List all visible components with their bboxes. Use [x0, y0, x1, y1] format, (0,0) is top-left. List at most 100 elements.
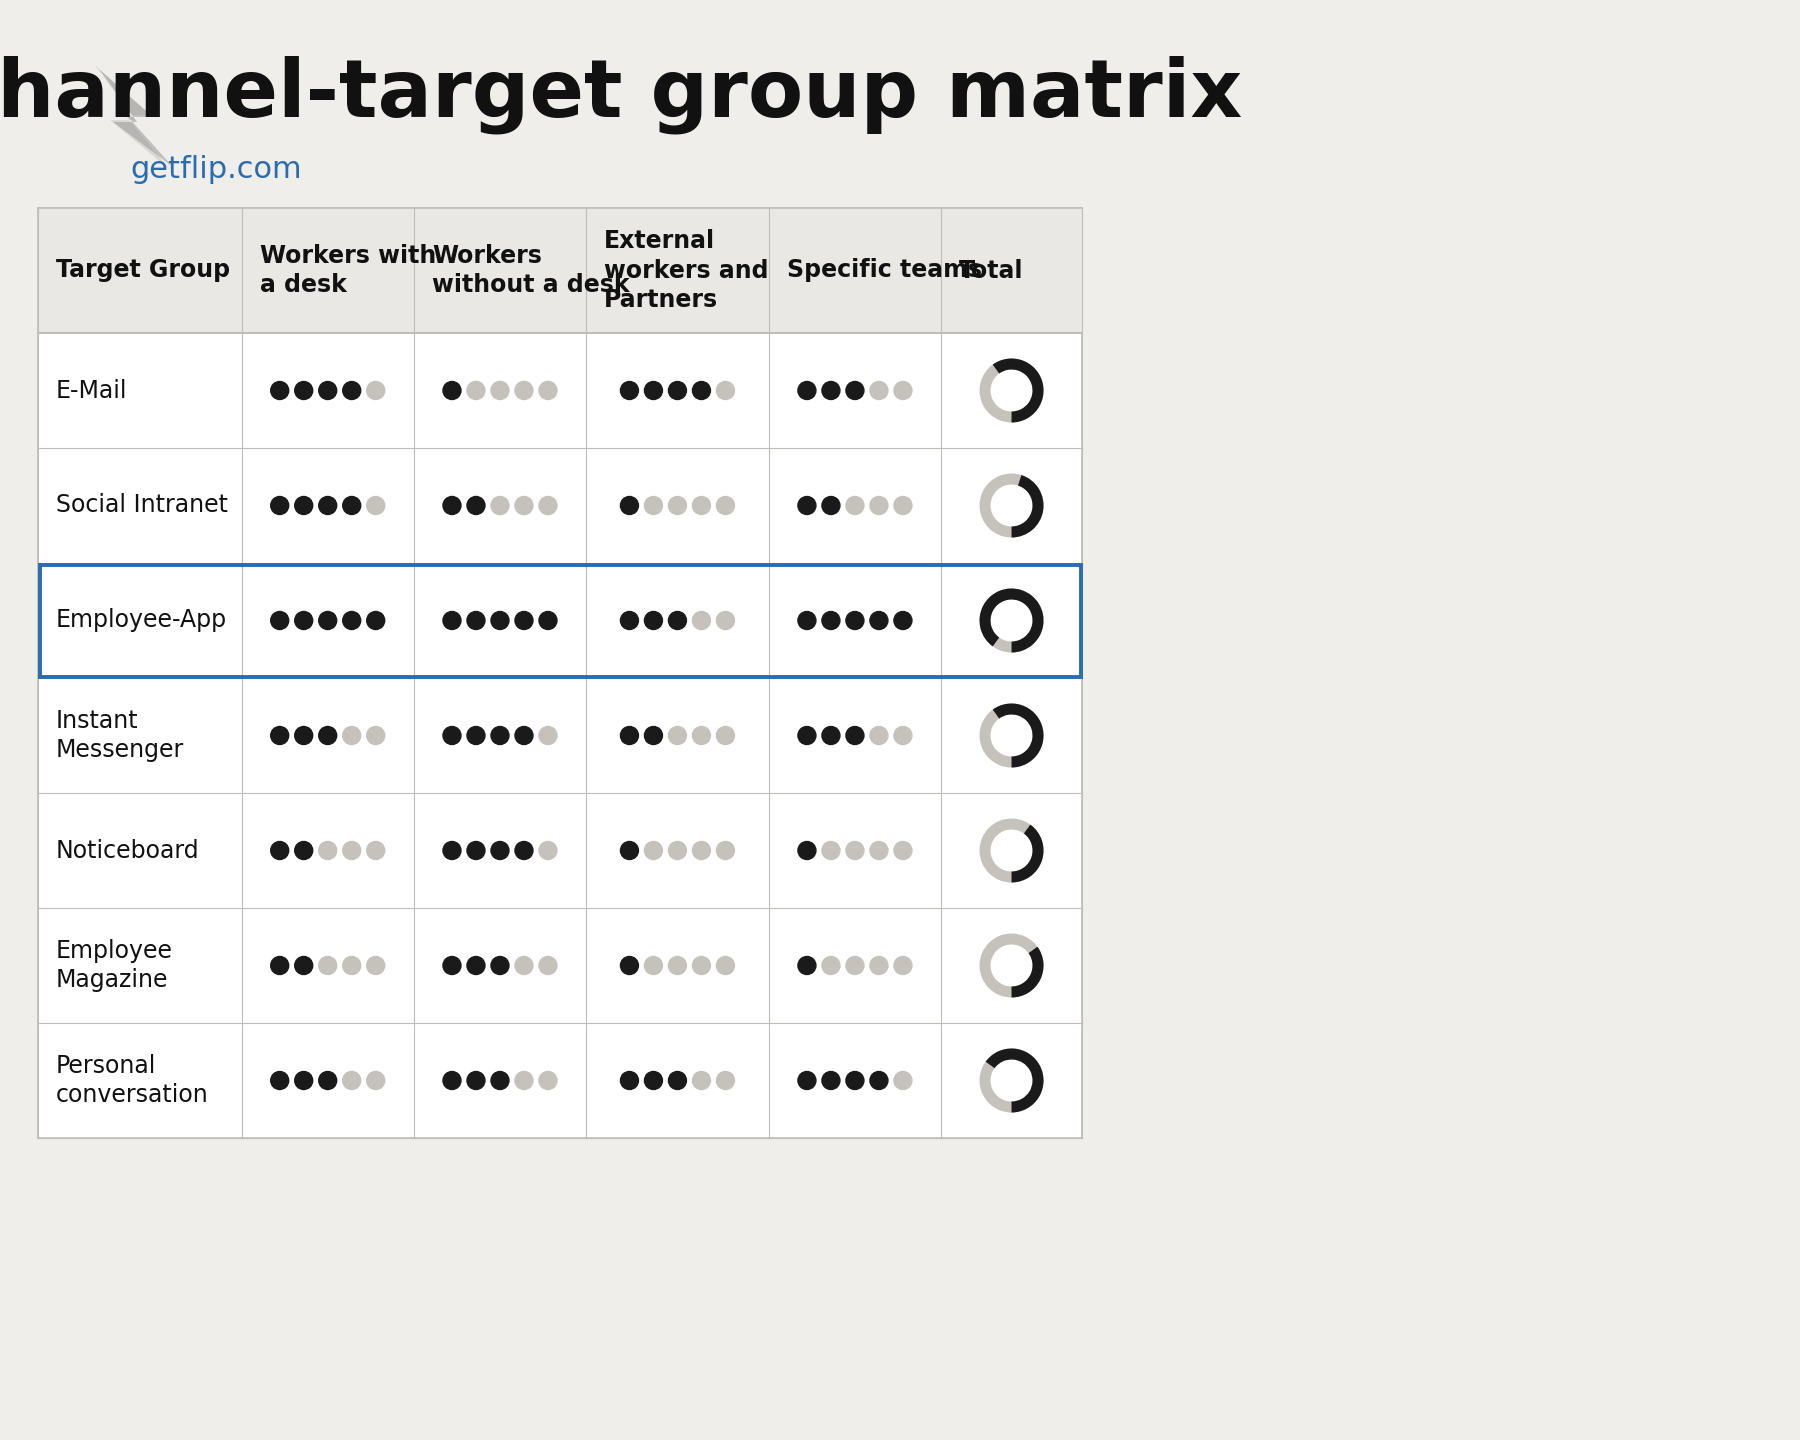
Circle shape [443, 727, 461, 744]
Circle shape [367, 612, 385, 629]
Circle shape [797, 841, 815, 860]
Text: External
workers and
Partners: External workers and Partners [605, 229, 769, 312]
Circle shape [797, 1071, 815, 1090]
Text: Noticeboard: Noticeboard [56, 838, 200, 863]
Circle shape [491, 727, 509, 744]
Circle shape [644, 727, 662, 744]
Circle shape [644, 382, 662, 399]
Text: Target Group: Target Group [56, 259, 230, 282]
Text: Employee
Magazine: Employee Magazine [56, 939, 173, 992]
Bar [38, 207, 1082, 1138]
Circle shape [716, 382, 734, 399]
Circle shape [668, 497, 686, 514]
Circle shape [693, 1071, 711, 1090]
Wedge shape [1012, 475, 1044, 537]
Circle shape [295, 497, 313, 514]
Circle shape [319, 727, 337, 744]
Circle shape [716, 497, 734, 514]
Circle shape [367, 1071, 385, 1090]
Circle shape [538, 841, 556, 860]
Circle shape [668, 727, 686, 744]
Circle shape [270, 497, 288, 514]
Circle shape [823, 612, 841, 629]
Circle shape [515, 612, 533, 629]
Text: Channel-target group matrix: Channel-target group matrix [0, 56, 1242, 134]
Circle shape [270, 956, 288, 975]
Circle shape [515, 727, 533, 744]
Circle shape [895, 1071, 913, 1090]
Circle shape [342, 382, 360, 399]
Circle shape [797, 497, 815, 514]
Wedge shape [979, 704, 1044, 768]
Circle shape [270, 382, 288, 399]
Circle shape [895, 497, 913, 514]
Wedge shape [979, 589, 1044, 652]
Circle shape [443, 497, 461, 514]
Circle shape [491, 382, 509, 399]
Circle shape [668, 956, 686, 975]
Circle shape [693, 841, 711, 860]
Circle shape [621, 841, 639, 860]
Circle shape [319, 382, 337, 399]
Wedge shape [979, 1048, 1044, 1113]
Text: Employee-App: Employee-App [56, 609, 227, 632]
Circle shape [823, 727, 841, 744]
Circle shape [823, 841, 841, 860]
Wedge shape [979, 933, 1044, 998]
Circle shape [895, 612, 913, 629]
Circle shape [895, 841, 913, 860]
Circle shape [797, 956, 815, 975]
Circle shape [319, 1071, 337, 1090]
Circle shape [823, 956, 841, 975]
Polygon shape [101, 71, 173, 167]
Text: Workers
without a desk: Workers without a desk [432, 243, 630, 297]
Wedge shape [994, 704, 1044, 768]
Circle shape [515, 841, 533, 860]
Circle shape [295, 727, 313, 744]
Wedge shape [979, 474, 1044, 537]
Circle shape [716, 612, 734, 629]
Circle shape [846, 382, 864, 399]
Circle shape [644, 612, 662, 629]
Circle shape [466, 382, 484, 399]
Circle shape [693, 956, 711, 975]
Circle shape [846, 1071, 864, 1090]
Wedge shape [979, 589, 1044, 652]
Circle shape [716, 841, 734, 860]
Circle shape [270, 612, 288, 629]
Wedge shape [979, 359, 1044, 422]
Circle shape [538, 382, 556, 399]
Circle shape [621, 956, 639, 975]
Circle shape [621, 612, 639, 629]
Circle shape [466, 612, 484, 629]
Wedge shape [986, 1048, 1044, 1113]
Wedge shape [979, 818, 1044, 883]
Circle shape [693, 727, 711, 744]
Circle shape [895, 382, 913, 399]
Circle shape [846, 841, 864, 860]
Circle shape [846, 612, 864, 629]
Circle shape [895, 956, 913, 975]
Circle shape [443, 1071, 461, 1090]
Circle shape [367, 497, 385, 514]
Bar [38, 207, 1082, 333]
Text: Personal
conversation: Personal conversation [56, 1054, 209, 1107]
Circle shape [644, 1071, 662, 1090]
Circle shape [716, 727, 734, 744]
Circle shape [466, 727, 484, 744]
Circle shape [797, 727, 815, 744]
Wedge shape [1012, 825, 1044, 883]
Circle shape [295, 841, 313, 860]
Circle shape [466, 1071, 484, 1090]
Circle shape [869, 841, 887, 860]
Circle shape [443, 612, 461, 629]
Circle shape [538, 612, 556, 629]
Circle shape [869, 382, 887, 399]
Circle shape [491, 612, 509, 629]
Text: Total: Total [959, 259, 1024, 282]
Circle shape [367, 841, 385, 860]
Circle shape [342, 612, 360, 629]
Circle shape [823, 497, 841, 514]
Circle shape [846, 956, 864, 975]
Text: Instant
Messenger: Instant Messenger [56, 708, 184, 762]
